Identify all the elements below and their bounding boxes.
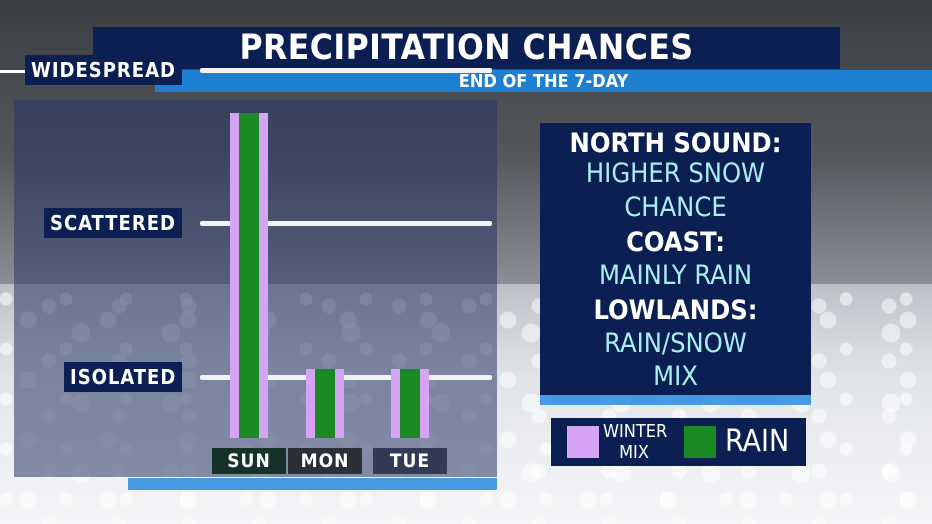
chart-panel-accent <box>128 478 497 490</box>
gridline-scattered <box>200 221 492 226</box>
north-sound-text-2: CHANCE <box>624 192 727 223</box>
page-subtitle: END OF THE 7-DAY <box>458 70 629 92</box>
level-label-widespread: WIDESPREAD <box>25 55 182 85</box>
gridline-isolated <box>200 375 492 380</box>
regional-info-panel: NORTH SOUND: HIGHER SNOW CHANCE COAST: M… <box>540 123 811 395</box>
lowlands-text-2: MIX <box>653 361 698 392</box>
legend-winter-line2: MIX <box>619 442 649 463</box>
chart-legend: WINTER MIX RAIN <box>551 418 806 466</box>
legend-label-rain: RAIN <box>725 424 790 459</box>
north-sound-text-1: HIGHER SNOW <box>585 158 766 189</box>
north-sound-heading: NORTH SOUND: <box>569 128 782 159</box>
gridline-widespread <box>200 68 492 73</box>
level-label-scattered: SCATTERED <box>44 208 182 238</box>
level-label-isolated: ISOLATED <box>64 362 183 392</box>
legend-swatch-winter-mix <box>567 426 599 458</box>
info-panel-accent <box>540 395 811 405</box>
bar-rain-sun <box>239 113 259 438</box>
bar-sun <box>230 113 268 438</box>
title-bar: PRECIPITATION CHANCES <box>93 27 840 69</box>
bar-rain-mon <box>315 369 335 438</box>
lowlands-heading: LOWLANDS: <box>593 295 758 326</box>
legend-swatch-rain <box>684 426 716 458</box>
legend-label-winter-mix: WINTER MIX <box>603 421 668 463</box>
lowlands-text-1: RAIN/SNOW <box>604 328 747 359</box>
coast-text: MAINLY RAIN <box>598 260 753 291</box>
coast-heading: COAST: <box>626 227 725 258</box>
day-label-mon: MON <box>288 448 362 474</box>
day-label-sun: SUN <box>212 448 286 474</box>
legend-winter-line1: WINTER <box>603 421 668 442</box>
bar-tue <box>391 369 429 438</box>
page-title: PRECIPITATION CHANCES <box>239 28 694 68</box>
day-label-tue: TUE <box>373 448 447 474</box>
subtitle-bar: END OF THE 7-DAY <box>0 70 932 92</box>
bar-mon <box>306 369 344 438</box>
bar-rain-tue <box>400 369 420 438</box>
